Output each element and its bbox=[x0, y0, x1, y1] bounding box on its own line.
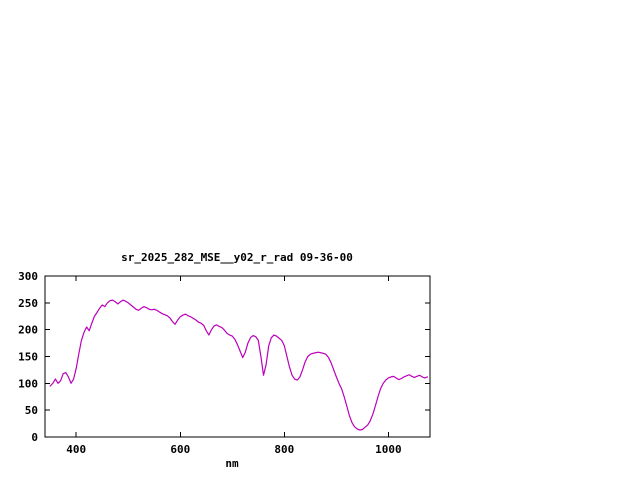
y-tick-label: 300 bbox=[18, 270, 38, 283]
y-tick-label: 150 bbox=[18, 351, 38, 364]
y-tick-label: 50 bbox=[25, 404, 38, 417]
y-tick-label: 200 bbox=[18, 324, 38, 337]
x-axis-label: nm bbox=[225, 457, 239, 470]
y-tick-label: 0 bbox=[31, 431, 38, 444]
x-ticks: 400 600 800 1000 bbox=[66, 276, 402, 456]
plot-area: 400 600 800 1000 0 50 100 150 200 250 300 bbox=[18, 270, 431, 456]
plot-border bbox=[44, 275, 431, 438]
y-tick-label: 100 bbox=[18, 377, 38, 390]
x-tick-label: 800 bbox=[274, 443, 294, 456]
chart-title: sr_2025_282_MSE__y02_r_rad 09-36-00 bbox=[121, 251, 353, 264]
y-ticks: 0 50 100 150 200 250 300 bbox=[18, 270, 430, 444]
x-tick-label: 600 bbox=[170, 443, 190, 456]
x-tick-label: 1000 bbox=[375, 443, 402, 456]
x-tick-label: 400 bbox=[66, 443, 86, 456]
series-line bbox=[49, 299, 428, 431]
y-tick-label: 250 bbox=[18, 297, 38, 310]
